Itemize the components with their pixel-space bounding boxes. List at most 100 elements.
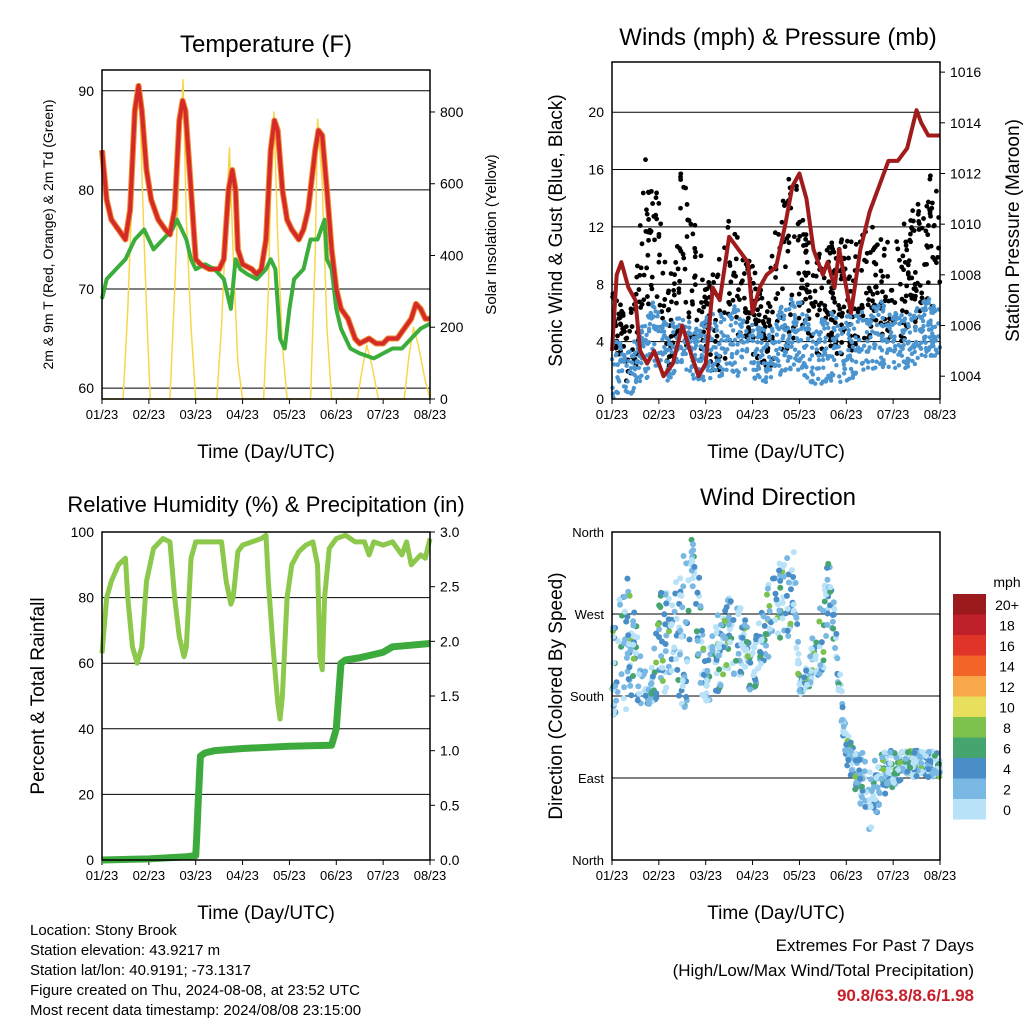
direction-point (773, 596, 780, 603)
gust-point (815, 312, 820, 318)
gust-point (683, 299, 689, 305)
gust-point (880, 289, 885, 295)
x-tick-label: 01/23 (86, 868, 119, 883)
y2-tick-label: 400 (440, 247, 464, 263)
direction-point (637, 653, 644, 660)
wind-point (612, 362, 617, 367)
gust-point (794, 187, 799, 192)
x-tick-label: 02/23 (643, 407, 676, 422)
gust-point (803, 250, 809, 255)
direction-point (858, 783, 865, 790)
gust-point (752, 270, 758, 276)
direction-point (715, 640, 722, 647)
y-tick-label: 0 (596, 391, 604, 407)
legend-swatch (953, 717, 986, 738)
wind-point (891, 359, 897, 365)
direction-point (694, 637, 701, 644)
wind-point (776, 358, 781, 364)
wind-point (880, 309, 886, 314)
wind-point (880, 323, 886, 329)
gust-point (827, 250, 833, 256)
gust-point (865, 302, 871, 308)
direction-point (625, 675, 632, 682)
gust-point (763, 335, 768, 341)
pressure-line (610, 108, 940, 379)
y2-tick-label: 3.0 (440, 524, 460, 540)
direction-point (763, 631, 770, 638)
direction-point (776, 560, 783, 567)
direction-point (764, 585, 771, 592)
gust-point (904, 283, 910, 289)
direction-point (766, 602, 773, 609)
wind-point (846, 348, 851, 353)
wind-point (750, 322, 755, 328)
gust-point (753, 321, 759, 327)
gust-point (636, 287, 642, 292)
gust-point (737, 297, 742, 303)
gust-point (637, 223, 643, 228)
gust-point (668, 334, 674, 339)
wind-point (919, 329, 924, 335)
wind-point (850, 370, 855, 375)
wind-point (727, 361, 733, 366)
gust-point (934, 260, 939, 266)
wind-point (847, 336, 852, 341)
x-tick-label: 07/23 (367, 868, 400, 883)
direction-point (634, 697, 641, 704)
direction-point (830, 599, 837, 606)
gust-point (848, 239, 854, 245)
gust-point (804, 259, 810, 265)
direction-point (632, 649, 639, 656)
wind-point (886, 364, 891, 370)
direction-point (624, 650, 631, 657)
gust-point (889, 297, 895, 303)
wind-point (744, 329, 749, 334)
gust-point (791, 234, 797, 240)
x-axis-label: Time (Day/UTC) (197, 442, 335, 463)
wind-point (816, 366, 822, 371)
gust-point (641, 272, 647, 278)
gust-point (644, 265, 650, 271)
direction-point (787, 586, 794, 593)
gust-point (826, 279, 832, 285)
gust-point (795, 221, 801, 227)
gust-point (908, 231, 913, 237)
wind-point (870, 358, 875, 364)
gust-point (648, 282, 654, 288)
gust-point (873, 284, 879, 290)
wind-point (652, 342, 657, 347)
gust-point (807, 294, 813, 300)
direction-point (738, 641, 745, 648)
gust-point (628, 310, 634, 315)
x-tick-label: 07/23 (877, 868, 910, 883)
wind-point (680, 317, 686, 323)
gust-point (817, 307, 822, 313)
direction-point (796, 687, 803, 694)
wind-point (805, 325, 810, 331)
direction-point (801, 674, 808, 681)
gust-point (829, 240, 835, 246)
legend-label: 0 (1003, 802, 1011, 818)
direction-point (663, 600, 670, 607)
wind-point (781, 333, 786, 338)
wind-point (777, 346, 783, 351)
wind-point (639, 336, 645, 341)
direction-point (861, 768, 868, 775)
wind-point (711, 344, 716, 350)
legend-label: 10 (999, 700, 1015, 716)
wind-point (671, 330, 676, 335)
gust-point (864, 290, 869, 296)
gust-point (662, 259, 668, 265)
wind-point (646, 340, 652, 345)
wind-point (888, 347, 893, 353)
direction-point (771, 575, 778, 582)
gust-point (875, 290, 880, 296)
x-tick-label: 08/23 (414, 407, 447, 422)
wind-point (787, 306, 792, 312)
gust-point (789, 292, 795, 298)
wind-point (623, 384, 629, 390)
direction-point (763, 591, 770, 598)
direction-point (703, 677, 710, 684)
y2-tick-label: 1.5 (440, 688, 460, 704)
direction-point (635, 683, 642, 690)
